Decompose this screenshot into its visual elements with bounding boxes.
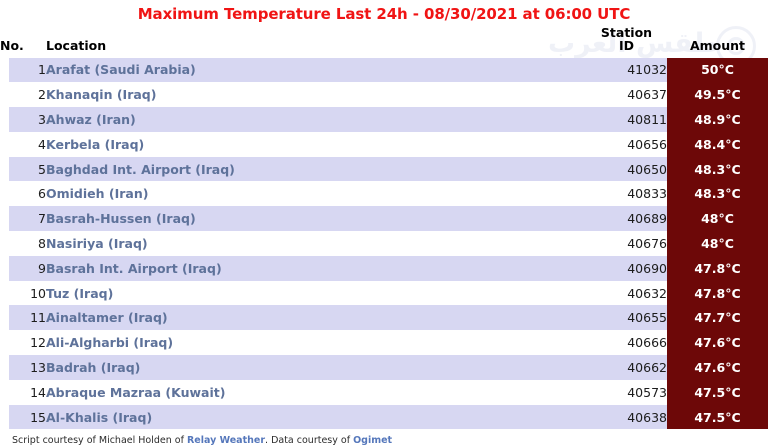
cell-amount: 48°C <box>667 206 768 232</box>
cell-station-id: 40689 <box>586 206 667 232</box>
table-row: 15 Al-Khalis (Iraq) 40638 47.5°C <box>0 404 768 430</box>
footer-text-part1: Script courtesy of Michael Holden of <box>12 435 187 446</box>
cell-amount: 50°C <box>667 57 768 83</box>
cell-amount: 49.5°C <box>667 82 768 108</box>
table-row: 11 Ainaltamer (Iraq) 40655 47.7°C <box>0 305 768 331</box>
temperature-table: No. Location Station ID Amount 1 Arafat (… <box>0 25 768 430</box>
table-header: No. Location Station ID Amount <box>0 25 768 58</box>
table-row: 14 Abraque Mazraa (Kuwait) 40573 47.5°C <box>0 379 768 405</box>
cell-station-id: 40637 <box>586 82 667 108</box>
cell-amount: 47.8°C <box>667 280 768 306</box>
table-row: 7 Basrah-Hussen (Iraq) 40689 48°C <box>0 206 768 232</box>
table-header-row: No. Location Station ID Amount <box>0 25 768 58</box>
cell-amount: 47.7°C <box>667 305 768 331</box>
cell-no: 14 <box>0 379 46 405</box>
table-row: 1 Arafat (Saudi Arabia) 41032 50°C <box>0 57 768 83</box>
table-row: 13 Badrah (Iraq) 40662 47.6°C <box>0 355 768 380</box>
table-row: 5 Baghdad Int. Airport (Iraq) 40650 48.3°C <box>0 156 768 182</box>
table-row: 4 Kerbela (Iraq) 40656 48.4°C <box>0 131 768 157</box>
cell-station-id: 40650 <box>586 156 667 182</box>
footer-text-part2: . Data courtesy of <box>265 435 354 446</box>
cell-amount: 48°C <box>667 231 768 256</box>
column-header-location: Location <box>46 37 107 53</box>
cell-location: Nasiriya (Iraq) <box>46 231 586 256</box>
cell-location: Basrah-Hussen (Iraq) <box>46 206 586 232</box>
table-row: 6 Omidieh (Iran) 40833 48.3°C <box>0 181 768 207</box>
footer-credits: Script courtesy of Michael Holden of Rel… <box>0 435 768 446</box>
column-header-station-id-line2: ID <box>618 37 635 53</box>
cell-location: Khanaqin (Iraq) <box>46 82 586 108</box>
table-row: 2 Khanaqin (Iraq) 40637 49.5°C <box>0 82 768 108</box>
cell-station-id: 40666 <box>586 330 667 356</box>
cell-station-id: 40690 <box>586 255 667 281</box>
cell-amount: 47.6°C <box>667 330 768 356</box>
temperature-table-wrapper: No. Location Station ID Amount 1 Arafat (… <box>0 25 768 430</box>
column-header-no: No. <box>0 37 24 53</box>
table-row: 8 Nasiriya (Iraq) 40676 48°C <box>0 231 768 256</box>
table-row: 9 Basrah Int. Airport (Iraq) 40690 47.8°C <box>0 255 768 281</box>
table-row: 10 Tuz (Iraq) 40632 47.8°C <box>0 280 768 306</box>
cell-no: 4 <box>0 131 46 157</box>
cell-station-id: 40676 <box>586 231 667 256</box>
cell-station-id: 40573 <box>586 379 667 405</box>
column-header-amount: Amount <box>689 37 746 53</box>
cell-no: 3 <box>0 107 46 132</box>
column-header-station-id-line1: Station <box>600 25 653 40</box>
cell-amount: 48.9°C <box>667 107 768 132</box>
relay-weather-link[interactable]: Relay Weather <box>186 435 266 446</box>
cell-no: 13 <box>0 355 46 380</box>
cell-station-id: 40655 <box>586 305 667 331</box>
cell-amount: 48.3°C <box>667 156 768 182</box>
cell-no: 12 <box>0 330 46 356</box>
cell-location: Ahwaz (Iran) <box>46 107 586 132</box>
cell-amount: 48.3°C <box>667 181 768 207</box>
cell-no: 11 <box>0 305 46 331</box>
cell-location: Ainaltamer (Iraq) <box>46 305 586 331</box>
cell-amount: 48.4°C <box>667 131 768 157</box>
cell-location: Tuz (Iraq) <box>46 280 586 306</box>
cell-no: 15 <box>0 404 46 430</box>
cell-amount: 47.5°C <box>667 404 768 430</box>
cell-station-id: 40656 <box>586 131 667 157</box>
cell-no: 5 <box>0 156 46 182</box>
cell-no: 9 <box>0 255 46 281</box>
cell-location: Baghdad Int. Airport (Iraq) <box>46 156 586 182</box>
cell-station-id: 40632 <box>586 280 667 306</box>
cell-location: Arafat (Saudi Arabia) <box>46 57 586 83</box>
cell-station-id: 40811 <box>586 107 667 132</box>
page-title: Maximum Temperature Last 24h - 08/30/202… <box>137 5 631 23</box>
cell-station-id: 40833 <box>586 181 667 207</box>
cell-amount: 47.5°C <box>667 379 768 405</box>
cell-location: Abraque Mazraa (Kuwait) <box>46 379 586 405</box>
cell-no: 6 <box>0 181 46 207</box>
cell-location: Badrah (Iraq) <box>46 355 586 380</box>
cell-amount: 47.6°C <box>667 355 768 380</box>
cell-amount: 47.8°C <box>667 255 768 281</box>
table-row: 3 Ahwaz (Iran) 40811 48.9°C <box>0 107 768 132</box>
cell-station-id: 40662 <box>586 355 667 380</box>
table-row: 12 Ali-Algharbi (Iraq) 40666 47.6°C <box>0 330 768 356</box>
cell-station-id: 41032 <box>586 57 667 83</box>
cell-station-id: 40638 <box>586 404 667 430</box>
cell-no: 8 <box>0 231 46 256</box>
cell-location: Omidieh (Iran) <box>46 181 586 207</box>
table-body: 1 Arafat (Saudi Arabia) 41032 50°C 2 Khanaqin… <box>0 57 768 430</box>
cell-location: Ali-Algharbi (Iraq) <box>46 330 586 356</box>
column-header-station-id: Station ID <box>586 25 667 58</box>
cell-no: 2 <box>0 82 46 108</box>
cell-no: 10 <box>0 280 46 306</box>
ogimet-link[interactable]: Ogimet <box>353 435 393 446</box>
cell-no: 1 <box>0 57 46 83</box>
cell-no: 7 <box>0 206 46 232</box>
cell-location: Basrah Int. Airport (Iraq) <box>46 255 586 281</box>
cell-location: Al-Khalis (Iraq) <box>46 404 586 430</box>
cell-location: Kerbela (Iraq) <box>46 131 586 157</box>
